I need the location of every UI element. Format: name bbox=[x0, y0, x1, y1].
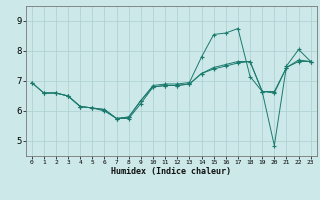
X-axis label: Humidex (Indice chaleur): Humidex (Indice chaleur) bbox=[111, 167, 231, 176]
